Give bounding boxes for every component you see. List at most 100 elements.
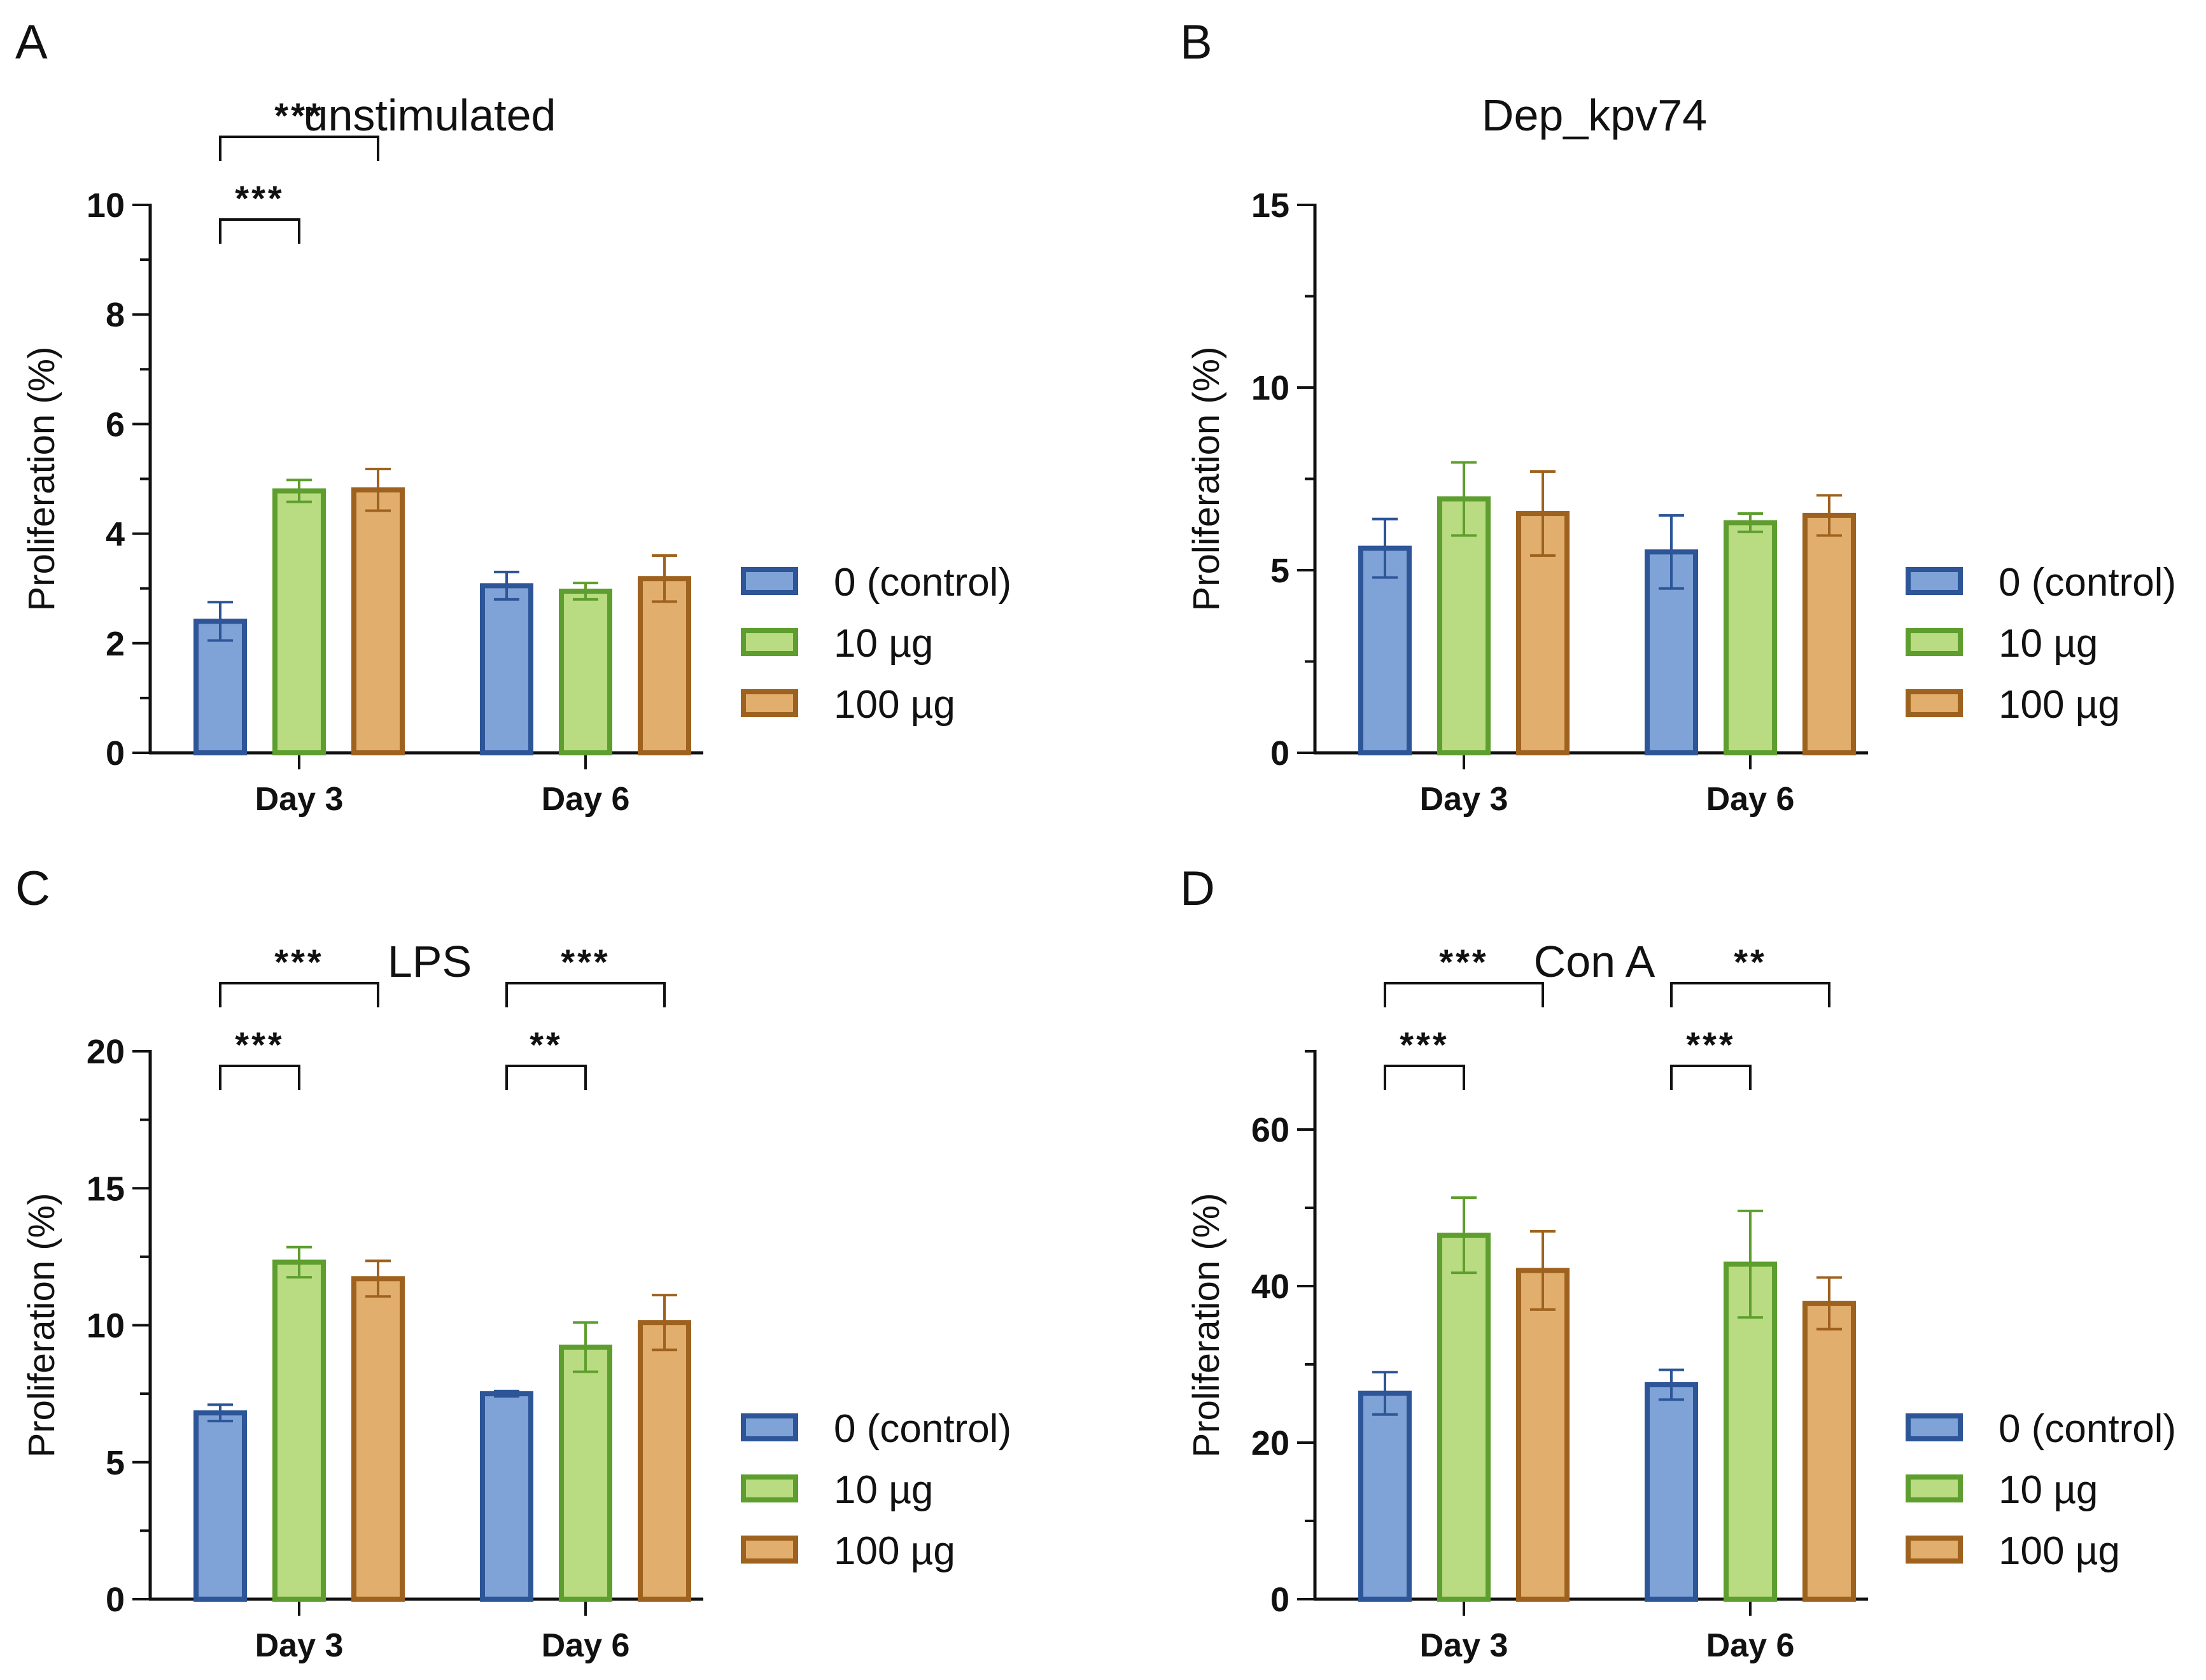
significance-label: *** <box>1400 1025 1449 1065</box>
x-tick-label: Day 6 <box>542 781 630 818</box>
x-tick-label: Day 6 <box>1706 1627 1795 1664</box>
y-tick-label: 20 <box>1251 1424 1289 1462</box>
y-tick-label: 10 <box>87 186 125 225</box>
bar <box>1645 1382 1698 1602</box>
bar <box>1516 511 1570 756</box>
legend-label: 100 µg <box>834 1529 955 1573</box>
y-tick-label: 15 <box>1251 186 1289 225</box>
significance-bracket <box>1384 1065 1465 1090</box>
significance-bracket <box>1670 982 1830 1007</box>
y-tick-label: 8 <box>106 296 125 334</box>
chart-title: LPS <box>388 937 472 986</box>
bar <box>272 1259 326 1602</box>
legend-swatch <box>741 1536 798 1564</box>
legend-swatch <box>1906 567 1963 595</box>
significance-bracket <box>1670 1065 1752 1090</box>
y-tick-label: 60 <box>1251 1111 1289 1149</box>
significance-bracket <box>219 982 379 1007</box>
y-tick-label: 5 <box>106 1444 125 1482</box>
legend-swatch <box>1906 1474 1963 1502</box>
significance-bracket <box>505 982 666 1007</box>
significance-bracket <box>1384 982 1544 1007</box>
y-tick-label: 20 <box>87 1033 125 1071</box>
bar <box>1724 520 1777 755</box>
bar <box>559 1344 612 1602</box>
legend-label: 10 µg <box>834 622 933 666</box>
significance-label: *** <box>274 942 323 982</box>
legend-swatch <box>1906 628 1963 656</box>
y-tick-label: 0 <box>1270 1581 1289 1619</box>
bar <box>1437 496 1491 755</box>
y-tick-label: 10 <box>1251 369 1289 407</box>
legend-swatch <box>741 689 798 717</box>
y-axis-label: Proliferation (%) <box>1186 347 1227 612</box>
significance-label: *** <box>561 942 610 982</box>
x-tick-label: Day 3 <box>255 781 344 818</box>
x-tick-label: Day 3 <box>1420 1627 1508 1664</box>
significance-bracket <box>219 218 300 244</box>
x-tick-label: Day 3 <box>255 1627 344 1664</box>
x-tick-label: Day 6 <box>542 1627 630 1664</box>
y-tick-label: 0 <box>106 734 125 773</box>
legend-swatch <box>741 567 798 595</box>
bar <box>272 488 326 756</box>
y-axis-label: Proliferation (%) <box>21 347 62 612</box>
significance-label: ** <box>530 1025 563 1065</box>
legend-label: 0 (control) <box>834 1407 1011 1451</box>
legend-label: 0 (control) <box>1999 561 2176 605</box>
bar <box>351 1276 405 1602</box>
bar <box>638 1320 691 1602</box>
significance-label: *** <box>274 95 323 136</box>
x-tick-label: Day 6 <box>1706 781 1795 818</box>
significance-label: *** <box>1439 942 1488 982</box>
legend-swatch <box>741 628 798 656</box>
bar <box>480 583 533 756</box>
y-tick-label: 10 <box>87 1307 125 1345</box>
chart-panel-d: D Con A Proliferation (%) 0 20 40 60 Day 3 Day 6… <box>1180 862 2176 1664</box>
chart-title: Con A <box>1534 937 1655 986</box>
y-axis-label: Proliferation (%) <box>1186 1193 1227 1458</box>
panel-letter: C <box>15 862 50 916</box>
bar <box>1516 1268 1570 1602</box>
legend-label: 10 µg <box>834 1468 933 1512</box>
legend-label: 100 µg <box>1999 683 2120 727</box>
bar <box>1437 1233 1491 1602</box>
legend-swatch <box>741 1413 798 1441</box>
legend-label: 0 (control) <box>1999 1407 2176 1451</box>
panel-letter: A <box>15 15 48 69</box>
y-tick-label: 4 <box>106 515 125 554</box>
legend-label: 0 (control) <box>834 561 1011 605</box>
legend-swatch <box>741 1474 798 1502</box>
significance-label: ** <box>1734 942 1767 982</box>
panel-letter: B <box>1180 15 1212 69</box>
y-tick-label: 40 <box>1251 1268 1289 1306</box>
chart-panel-c: C LPS Proliferation (%) 0 5 10 15 20 Day 3 Day 6 *… <box>15 862 1011 1664</box>
legend-swatch <box>1906 1413 1963 1441</box>
significance-label: *** <box>235 1025 284 1065</box>
x-tick-label: Day 3 <box>1420 781 1508 818</box>
y-tick-label: 2 <box>106 625 125 663</box>
legend-label: 100 µg <box>1999 1529 2120 1573</box>
bar <box>480 1391 533 1602</box>
bar <box>559 589 612 755</box>
legend-label: 100 µg <box>834 683 955 727</box>
chart-panel-b: B Dep_kpv74 Proliferation (%) 0 5 10 15 Day 3 Da… <box>1180 15 2176 818</box>
legend-label: 10 µg <box>1999 622 2098 666</box>
y-tick-label: 5 <box>1270 552 1289 590</box>
legend-label: 10 µg <box>1999 1468 2098 1512</box>
bar <box>1802 1301 1856 1602</box>
panel-letter: D <box>1180 862 1215 916</box>
bar <box>1358 1390 1412 1602</box>
significance-bracket <box>219 1065 300 1090</box>
bar <box>351 487 405 755</box>
bar <box>1358 545 1412 755</box>
legend-swatch <box>1906 1536 1963 1564</box>
bar <box>1802 512 1856 756</box>
bar <box>193 1410 247 1602</box>
significance-bracket <box>219 136 379 161</box>
bar <box>193 619 247 755</box>
significance-label: *** <box>235 178 284 218</box>
chart-title: unstimulated <box>304 90 556 140</box>
